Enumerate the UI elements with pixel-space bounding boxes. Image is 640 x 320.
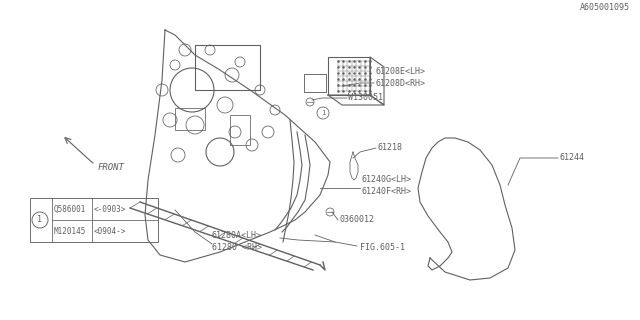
- Text: 61208D<RH>: 61208D<RH>: [376, 79, 426, 89]
- Bar: [195, 45, 260, 90]
- Text: M120145: M120145: [54, 227, 86, 236]
- Text: 0360012: 0360012: [340, 215, 375, 225]
- Text: 61240F<RH>: 61240F<RH>: [362, 188, 412, 196]
- Bar: [30, 198, 158, 242]
- Text: 61240G<LH>: 61240G<LH>: [362, 175, 412, 185]
- Text: FIG.605-1: FIG.605-1: [360, 244, 405, 252]
- Text: W130051: W130051: [348, 93, 383, 102]
- Text: 61244: 61244: [560, 154, 585, 163]
- Text: 1: 1: [321, 110, 325, 116]
- Text: Q586001: Q586001: [54, 204, 86, 213]
- Text: <-0903>: <-0903>: [94, 204, 126, 213]
- Text: <0904->: <0904->: [94, 227, 126, 236]
- Bar: [230, 115, 250, 145]
- Text: 61280 <RH>: 61280 <RH>: [212, 244, 262, 252]
- Bar: [304, 74, 326, 92]
- Text: 61218: 61218: [378, 143, 403, 153]
- Text: 1: 1: [38, 215, 42, 225]
- Bar: [328, 57, 370, 95]
- Text: 61208E<LH>: 61208E<LH>: [376, 68, 426, 76]
- Text: A605001095: A605001095: [580, 3, 630, 12]
- Text: FRONT: FRONT: [98, 164, 125, 172]
- Text: 61280A<LH>: 61280A<LH>: [212, 231, 262, 241]
- Bar: [175, 108, 205, 130]
